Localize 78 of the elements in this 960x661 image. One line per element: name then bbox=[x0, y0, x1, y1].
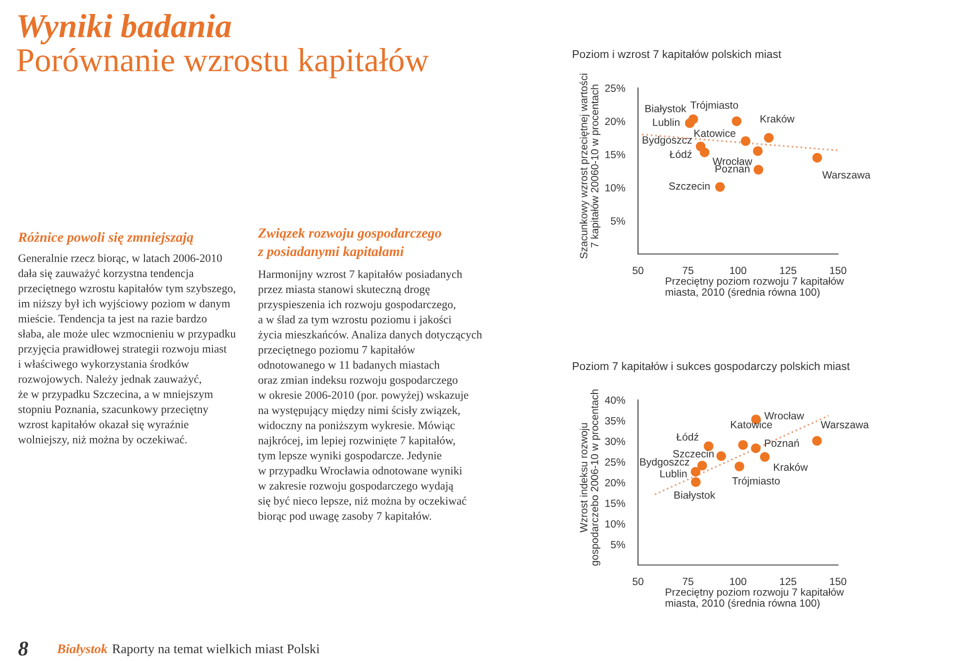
point bbox=[697, 460, 708, 470]
data-label: Bydgoszcz bbox=[640, 458, 690, 468]
text: Związek rozwoju gospodarczego z posiadanymi kapitałami bbox=[258, 228, 442, 260]
chart-title: Poziom 7 kapitałów i sukces gospodarczy polskich miast bbox=[572, 362, 850, 372]
x-tick-label: 50 bbox=[632, 266, 644, 274]
data-label: Kraków bbox=[774, 463, 808, 471]
point bbox=[732, 116, 742, 126]
y-tick-label: 35% bbox=[605, 417, 626, 424]
x-tick-label: 100 bbox=[730, 578, 746, 586]
data-label: Łódź bbox=[676, 432, 698, 441]
x-tick-label: 125 bbox=[780, 578, 796, 586]
point bbox=[754, 164, 764, 174]
x-tick-label: 150 bbox=[830, 266, 846, 274]
data-label: Poznań bbox=[764, 439, 799, 447]
y-tick-label: 20% bbox=[605, 118, 626, 126]
y-axis-title: Wzrost indeksu rozwoju gospodarczebo 2006-10 w procentach bbox=[580, 390, 600, 566]
point bbox=[734, 462, 744, 472]
point bbox=[690, 466, 700, 477]
y-tick-label: 10% bbox=[605, 520, 626, 528]
point bbox=[684, 118, 695, 128]
point bbox=[700, 148, 710, 158]
data-label: Łódź bbox=[670, 150, 692, 158]
x-tick-label: 100 bbox=[730, 266, 746, 274]
point bbox=[752, 146, 763, 156]
y-tick-label: 15% bbox=[605, 150, 626, 158]
point bbox=[750, 443, 761, 454]
data-label: Katowice bbox=[694, 129, 736, 137]
data-label: Warszawa bbox=[822, 171, 870, 179]
data-label: Kraków bbox=[760, 114, 795, 123]
y-tick-label: 5% bbox=[610, 217, 626, 225]
y-tick-label: 15% bbox=[605, 500, 626, 507]
x-tick-label: 75 bbox=[682, 266, 694, 274]
text: Raporty na temat wielkich miast Polski bbox=[112, 644, 320, 656]
point bbox=[715, 182, 725, 192]
text: Generalnie rzecz biorąc, w latach 2006-2010 dała się zauważyć korzystna tendencja przeciętnego wzrostu kapitałów tym szybszego, im niższy był ich wyjściowy poziom w danym mieście. Tendencja ta jest na razie bardzo słaba, ale może ulec wzmocnieniu w przypadku przyjęcia prawidłowej strategii rozwoju miast i właściwego wykorzystania środków rozwojowych. Należy jednak zauważyć, że w przypadku Szczecina, a w mniejszym stopniu Poznania, szacunkowy przeciętny wzrost kapitałów okazał się wyraźnie wolniejszy, niż można by oczekiwać. bbox=[18, 254, 236, 446]
text: Porównanie wzrostu kapitałów bbox=[16, 48, 429, 78]
y-axis-title: Szacunkowy wzrost przeciętnej wartości 7 kapitałów 20060-10 w procentach bbox=[580, 74, 600, 258]
y-tick-label: 25% bbox=[605, 458, 626, 466]
point bbox=[740, 136, 750, 146]
point bbox=[764, 132, 774, 143]
x-axis-title: Przeciętny poziom rozwoju 7 kapitałów miasta, 2010 (średnia równa 100) bbox=[666, 277, 844, 298]
x-tick-label: 50 bbox=[632, 578, 644, 586]
text: Białystok bbox=[56, 644, 108, 656]
y-tick-label: 5% bbox=[610, 540, 626, 548]
chart-title: Poziom i wzrost 7 kapitałów polskich miast bbox=[572, 50, 782, 60]
y-tick-label: 25% bbox=[605, 84, 626, 92]
point bbox=[760, 452, 770, 462]
data-label: Trójmiasto bbox=[690, 101, 738, 111]
data-label: Szczecin bbox=[669, 182, 710, 190]
data-label: Białystok bbox=[645, 104, 686, 114]
point bbox=[812, 436, 822, 446]
x-tick-label: 150 bbox=[830, 578, 846, 586]
x-axis-title: Przeciętny poziom rozwoju 7 kapitałów miasta, 2010 (średnia równa 100) bbox=[666, 588, 844, 609]
data-label: Poznań bbox=[716, 164, 750, 172]
y-tick-label: 20% bbox=[605, 479, 626, 486]
text: Wyniki badania bbox=[18, 14, 231, 44]
y-tick-label: 10% bbox=[605, 184, 626, 192]
data-label: Trójmiasto bbox=[732, 476, 780, 487]
data-label: Wrocław bbox=[712, 157, 752, 165]
data-label: Wrocław bbox=[764, 412, 804, 420]
text: Harmonijny wzrost 7 kapitałów posiadanych przez miasta stanowi skuteczną drogę przyspieszenia ich rozwoju gospodarczego, a w ślad za tym wzrostu poziomu i jakości życia mieszkańców. Analiza danych dotyczących przeciętnego poziomu 7 kapitałów odnotowanego w 11 badanych miastach oraz zmian indeksu rozwoju gospodarczego w okresie 2006-2010 (por. powyżej) wskazuje na występujący między nimi ścisły związek, widoczny na poniższym wykresie. Mówiąc najkrócej, im lepiej rozwinięte 7 kapitałów, tym lepsze wyniki gospodarcze. Jedynie w przypadku Wrocławia odnotowane wyniki w zakresie rozwoju gospodarczego wydają się być nieco lepsze, niż można by oczekiwać biorąc pod uwagę zasoby 7 kapitałów. bbox=[258, 270, 482, 522]
point bbox=[812, 152, 822, 163]
data-label: Warszawa bbox=[820, 421, 869, 428]
point bbox=[738, 440, 748, 450]
data-label: Szczecin bbox=[673, 450, 714, 458]
y-tick-label: 40% bbox=[604, 396, 626, 404]
data-label: Bydgoszcz bbox=[642, 136, 692, 146]
x-tick-label: 75 bbox=[682, 578, 694, 586]
text: 8 bbox=[18, 642, 28, 656]
point bbox=[690, 477, 701, 487]
data-label: Białystok bbox=[674, 491, 716, 501]
data-label: Lublin bbox=[660, 470, 687, 478]
point bbox=[716, 451, 726, 461]
y-tick-label: 30% bbox=[605, 438, 626, 446]
text: Różnice powoli się zmniejszają bbox=[18, 232, 194, 245]
x-tick-label: 125 bbox=[780, 266, 796, 274]
data-label: Katowice bbox=[731, 420, 772, 428]
data-label: Lublin bbox=[653, 118, 680, 126]
